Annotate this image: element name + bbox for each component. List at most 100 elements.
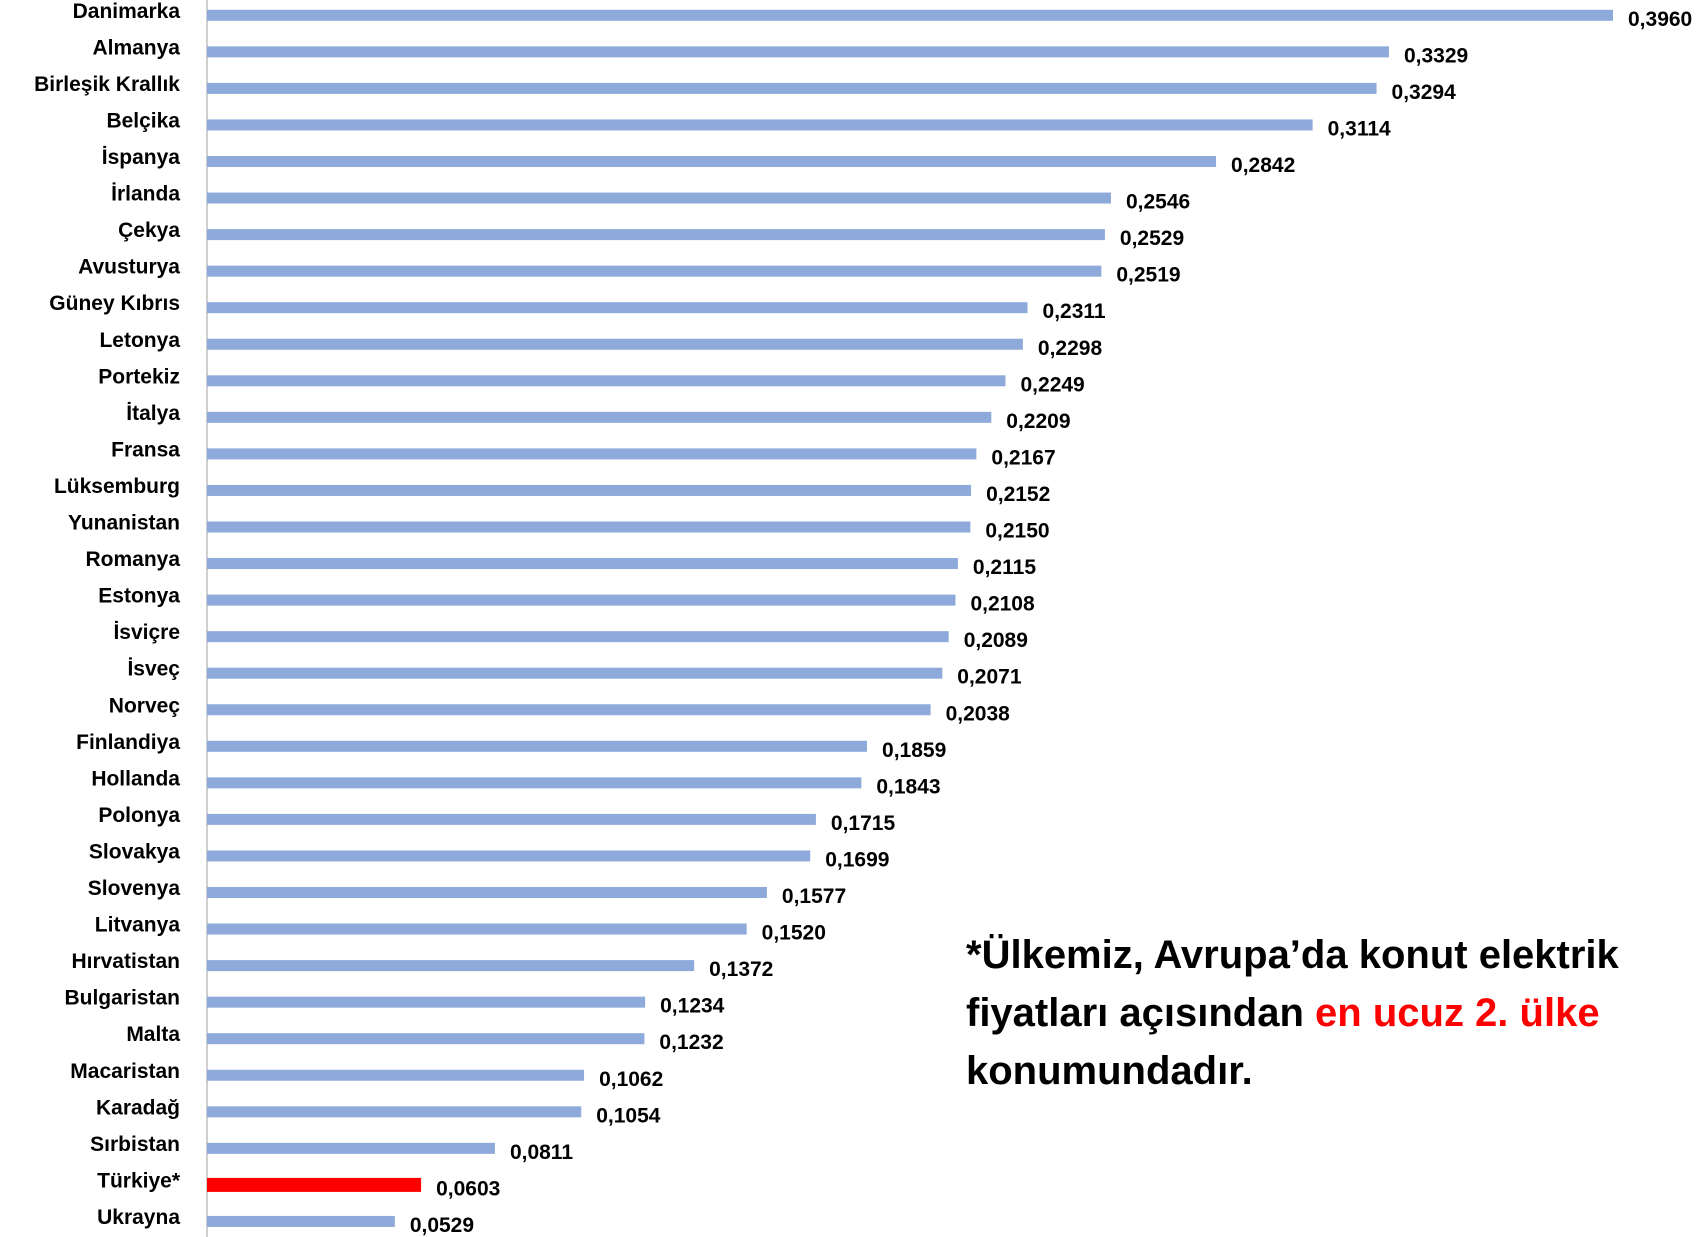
value-label: 0,1054 — [596, 1104, 661, 1127]
category-label: Macaristan — [70, 1060, 180, 1083]
annotation-text: konumundadır. — [966, 1049, 1253, 1093]
bar — [207, 119, 1313, 131]
annotation-line: fiyatları açısından en ucuz 2. ülke — [966, 991, 1600, 1035]
value-label: 0,3294 — [1392, 81, 1457, 104]
value-label: 0,1372 — [709, 958, 773, 981]
category-label: Çekya — [118, 219, 180, 242]
bar — [207, 631, 949, 643]
value-label: 0,2311 — [1043, 300, 1106, 323]
category-label: Norveç — [109, 694, 181, 717]
bar — [207, 1215, 395, 1227]
value-label: 0,1715 — [831, 812, 896, 835]
category-label: Belçika — [106, 109, 180, 132]
value-label: 0,2529 — [1120, 227, 1184, 250]
value-label: 0,0811 — [510, 1141, 573, 1164]
bar — [207, 448, 977, 460]
category-label: Estonya — [98, 585, 180, 608]
category-label: Avusturya — [78, 256, 180, 279]
category-label: Hırvatistan — [71, 950, 180, 973]
value-label: 0,2071 — [957, 666, 1022, 689]
category-label: Danimarka — [73, 0, 181, 23]
bar — [207, 265, 1102, 277]
category-label: Ukrayna — [97, 1206, 180, 1229]
bar — [207, 375, 1006, 387]
value-label: 0,1843 — [876, 775, 940, 798]
bar — [207, 411, 992, 423]
category-label: İsveç — [127, 658, 180, 681]
value-label: 0,2089 — [964, 629, 1028, 652]
bar — [207, 558, 958, 570]
bar — [207, 777, 862, 789]
bar — [207, 229, 1105, 241]
category-label: Hollanda — [91, 767, 180, 790]
bar — [207, 850, 811, 862]
category-label: Malta — [126, 1023, 180, 1046]
value-label: 0,2150 — [985, 520, 1049, 543]
value-label: 0,2152 — [986, 483, 1050, 506]
category-label: Slovakya — [89, 840, 180, 863]
value-label: 0,2298 — [1038, 337, 1103, 360]
value-label: 0,1577 — [782, 885, 846, 908]
category-label: Bulgaristan — [64, 987, 180, 1010]
bar — [207, 923, 747, 935]
category-label: Polonya — [98, 804, 180, 827]
category-label: Fransa — [111, 438, 180, 461]
annotation-line: *Ülkemiz, Avrupa’da konut elektrik — [966, 932, 1620, 977]
value-label: 0,2842 — [1231, 154, 1295, 177]
category-label: Finlandiya — [76, 731, 180, 754]
category-label: Litvanya — [95, 914, 181, 937]
bar — [207, 887, 767, 898]
category-label: İrlanda — [111, 183, 180, 206]
value-label: 0,1234 — [660, 995, 725, 1018]
annotation-text: fiyatları açısından — [966, 991, 1315, 1035]
category-label: Karadağ — [96, 1096, 180, 1119]
category-label: Güney Kıbrıs — [49, 292, 180, 315]
value-label: 0,2115 — [973, 556, 1036, 579]
bar — [207, 667, 943, 679]
bar — [207, 338, 1023, 350]
bar — [207, 484, 972, 496]
bar — [207, 594, 956, 606]
value-label: 0,2519 — [1116, 264, 1180, 287]
category-label: Almanya — [92, 36, 180, 59]
value-label: 0,1062 — [599, 1068, 663, 1091]
category-label: Lüksemburg — [54, 475, 180, 498]
category-label: İtalya — [126, 402, 180, 425]
bar — [207, 740, 868, 752]
value-label: 0,2038 — [946, 702, 1011, 725]
value-label: 0,2108 — [970, 593, 1035, 616]
bar — [207, 1177, 422, 1192]
bar — [207, 960, 695, 972]
bar — [207, 1033, 645, 1045]
bar — [207, 521, 971, 533]
category-label: Birleşik Krallık — [34, 73, 180, 96]
value-label: 0,1859 — [882, 739, 946, 762]
value-label: 0,3114 — [1328, 117, 1391, 140]
value-label: 0,2209 — [1006, 410, 1070, 433]
bar — [207, 156, 1217, 167]
value-label: 0,1232 — [659, 1031, 723, 1054]
annotation-text: *Ülkemiz, Avrupa’da konut elektrik — [966, 932, 1620, 977]
category-label: Portekiz — [98, 365, 180, 388]
category-label: Türkiye* — [97, 1169, 181, 1192]
category-label: Slovenya — [88, 877, 181, 900]
category-label: İsviçre — [113, 621, 180, 644]
annotation-highlight: en ucuz 2. ülke — [1315, 991, 1600, 1035]
bar — [207, 813, 816, 825]
annotation-line: konumundadır. — [966, 1049, 1253, 1093]
value-label: 0,1520 — [762, 922, 826, 945]
value-label: 0,3329 — [1404, 44, 1468, 67]
value-label: 0,2546 — [1126, 191, 1190, 214]
bar — [207, 46, 1389, 58]
bar — [207, 996, 646, 1008]
value-label: 0,1699 — [825, 848, 889, 871]
value-label: 0,2249 — [1021, 373, 1085, 396]
value-label: 0,3960 — [1628, 8, 1692, 31]
category-label: Romanya — [85, 548, 180, 571]
bar — [207, 9, 1613, 21]
category-label: İspanya — [102, 146, 181, 169]
value-label: 0,0603 — [436, 1177, 500, 1200]
bar — [207, 302, 1028, 314]
bar — [207, 704, 931, 716]
